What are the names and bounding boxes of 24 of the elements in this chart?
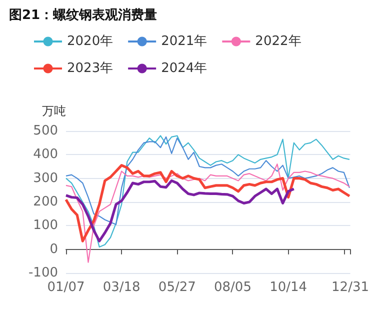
line-series bbox=[64, 164, 351, 242]
legend-label: 2022年 bbox=[255, 34, 302, 49]
line-series bbox=[65, 164, 350, 263]
legend-label: 2024年 bbox=[161, 61, 208, 76]
x-tick-label: 10/14 bbox=[270, 280, 308, 295]
x-tick-label: 12/31 bbox=[332, 280, 369, 295]
chart-title: 图21：螺纹钢表观消费量 bbox=[9, 7, 158, 23]
x-tick-label: 03/18 bbox=[102, 280, 140, 295]
y-tick-label: 400 bbox=[33, 147, 58, 162]
x-tick-label: 08/05 bbox=[214, 280, 252, 295]
legend-label: 2023年 bbox=[67, 61, 114, 76]
x-tick-label: 05/27 bbox=[158, 280, 196, 295]
line-series bbox=[64, 179, 296, 242]
x-tick-label: 01/07 bbox=[47, 280, 85, 295]
y-tick-label: 100 bbox=[33, 218, 58, 234]
legend-label: 2021年 bbox=[161, 34, 208, 49]
y-tick-label: 300 bbox=[33, 170, 58, 186]
legend-label: 2020年 bbox=[67, 34, 114, 49]
y-axis-title: 万吨 bbox=[42, 104, 66, 118]
y-tick-label: 500 bbox=[33, 124, 58, 138]
line-series bbox=[65, 136, 350, 226]
y-tick-label: 200 bbox=[33, 194, 58, 210]
y-tick-label: -100 bbox=[28, 266, 58, 280]
y-tick-label: 0 bbox=[50, 242, 58, 257]
